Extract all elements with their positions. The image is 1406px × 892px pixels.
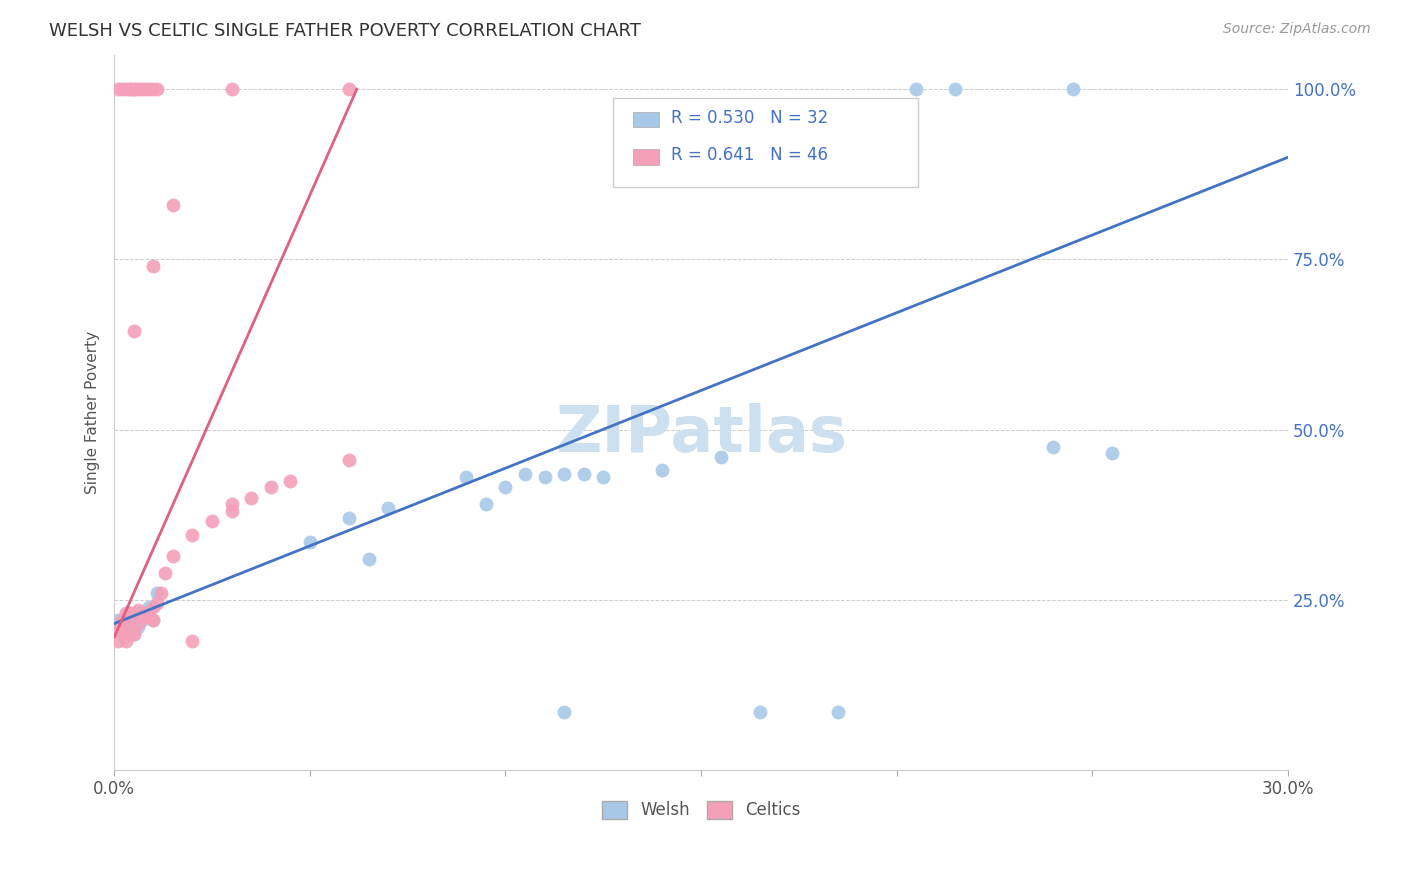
Point xyxy=(337,511,360,525)
Point xyxy=(592,470,614,484)
Point xyxy=(142,613,165,627)
Point xyxy=(456,470,478,484)
Point xyxy=(118,620,141,634)
Point xyxy=(118,607,141,621)
Point xyxy=(111,627,134,641)
Text: R = 0.530   N = 32: R = 0.530 N = 32 xyxy=(671,109,828,127)
FancyBboxPatch shape xyxy=(633,149,659,164)
FancyBboxPatch shape xyxy=(613,98,918,187)
Point xyxy=(357,552,380,566)
Point xyxy=(127,82,149,96)
Point xyxy=(127,603,149,617)
Point xyxy=(122,82,145,96)
Point xyxy=(138,82,160,96)
Point xyxy=(118,607,141,621)
Point xyxy=(111,613,134,627)
Point xyxy=(377,500,399,515)
Point xyxy=(127,607,149,621)
Point xyxy=(111,82,134,96)
Point xyxy=(122,627,145,641)
Point xyxy=(1062,82,1084,96)
Point xyxy=(115,82,138,96)
Point xyxy=(905,82,928,96)
Point xyxy=(107,613,129,627)
FancyBboxPatch shape xyxy=(633,112,659,128)
Point xyxy=(122,324,145,338)
Text: WELSH VS CELTIC SINGLE FATHER POVERTY CORRELATION CHART: WELSH VS CELTIC SINGLE FATHER POVERTY CO… xyxy=(49,22,641,40)
Point xyxy=(142,613,165,627)
Point xyxy=(142,259,165,273)
Point xyxy=(118,82,141,96)
Point xyxy=(337,82,360,96)
Point xyxy=(131,609,153,624)
Point xyxy=(115,633,138,648)
Point xyxy=(827,705,849,719)
Point xyxy=(115,620,138,634)
Point xyxy=(122,627,145,641)
Point xyxy=(494,480,516,494)
Point xyxy=(181,528,204,542)
Point xyxy=(475,498,498,512)
Point xyxy=(1101,446,1123,460)
Point xyxy=(153,566,176,580)
Point xyxy=(150,586,173,600)
Point xyxy=(122,609,145,624)
Point xyxy=(146,82,169,96)
Point xyxy=(513,467,536,481)
Point xyxy=(134,607,156,621)
Point xyxy=(298,535,321,549)
Point xyxy=(240,491,263,505)
Point xyxy=(337,453,360,467)
Point xyxy=(127,616,149,631)
Point xyxy=(118,82,141,96)
Point xyxy=(107,633,129,648)
Point xyxy=(107,620,129,634)
Point xyxy=(181,633,204,648)
Point xyxy=(134,607,156,621)
Point xyxy=(260,480,283,494)
Point xyxy=(553,467,575,481)
Point xyxy=(278,474,301,488)
Point xyxy=(115,607,138,621)
Legend: Welsh, Celtics: Welsh, Celtics xyxy=(595,794,807,826)
Point xyxy=(710,450,733,464)
Y-axis label: Single Father Poverty: Single Father Poverty xyxy=(86,331,100,494)
Text: Source: ZipAtlas.com: Source: ZipAtlas.com xyxy=(1223,22,1371,37)
Point xyxy=(572,467,595,481)
Point xyxy=(221,504,243,518)
Point xyxy=(221,498,243,512)
Point xyxy=(131,82,153,96)
Point xyxy=(142,599,165,614)
Point xyxy=(162,198,184,212)
Point xyxy=(111,620,134,634)
Point xyxy=(162,549,184,563)
Point xyxy=(945,82,967,96)
Point xyxy=(553,705,575,719)
Text: ZIPatlas: ZIPatlas xyxy=(555,403,846,465)
Point xyxy=(651,463,673,477)
Point xyxy=(122,82,145,96)
Point xyxy=(115,613,138,627)
Point xyxy=(142,82,165,96)
Point xyxy=(146,596,169,610)
Point xyxy=(146,586,169,600)
Point xyxy=(221,82,243,96)
Point xyxy=(201,515,224,529)
Point xyxy=(1042,440,1064,454)
Point xyxy=(138,599,160,614)
Point xyxy=(134,82,156,96)
Point xyxy=(118,627,141,641)
Point xyxy=(127,620,149,634)
Point xyxy=(138,609,160,624)
Point xyxy=(533,470,555,484)
Point xyxy=(122,613,145,627)
Text: R = 0.641   N = 46: R = 0.641 N = 46 xyxy=(671,146,828,164)
Point xyxy=(131,613,153,627)
Point xyxy=(748,705,770,719)
Point xyxy=(107,82,129,96)
